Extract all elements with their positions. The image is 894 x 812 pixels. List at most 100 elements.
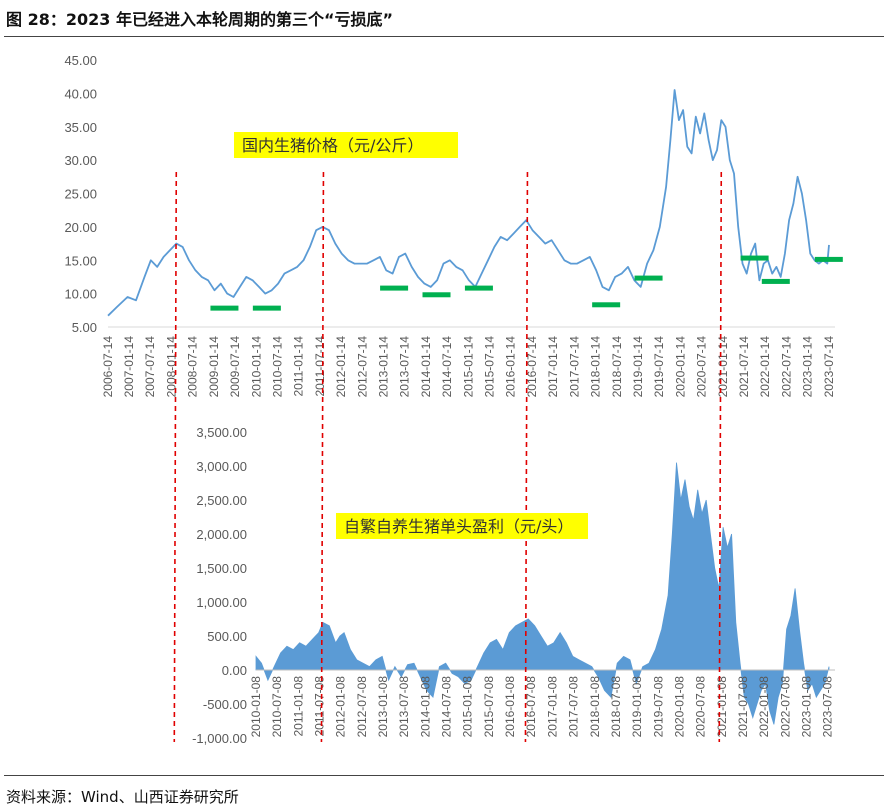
figure-title: 图 28：2023 年已经进入本轮周期的第三个“亏损底”: [6, 10, 393, 29]
price-low-marker: [464, 285, 493, 291]
price-xtick-label: 2023-01-14: [801, 336, 815, 398]
price-low-marker: [422, 292, 451, 298]
profit-xtick-label: 2022-07-08: [778, 676, 792, 738]
profit-xtick-label: 2013-07-08: [397, 676, 411, 738]
profit-ytick-label: -500.00: [203, 697, 247, 712]
price-xtick-label: 2012-07-14: [355, 336, 369, 398]
price-xtick-label: 2022-01-14: [758, 336, 772, 398]
profit-ytick-label: 2,000.00: [196, 527, 247, 542]
profit-xtick-label: 2023-01-08: [800, 676, 814, 738]
price-ytick-label: 35.00: [64, 120, 97, 135]
price-annotation: 国内生猪价格（元/公斤）: [242, 136, 423, 155]
price-annotation-box: [234, 132, 458, 158]
profit-xtick-label: 2014-07-08: [440, 676, 454, 738]
price-xtick-label: 2017-01-14: [546, 336, 560, 398]
price-xtick-label: 2006-07-14: [101, 336, 115, 398]
price-xtick-label: 2018-07-14: [610, 336, 624, 398]
price-xtick-label: 2021-01-14: [716, 336, 730, 398]
profit-xtick-label: 2020-01-08: [672, 676, 686, 738]
profit-xtick-label: 2019-01-08: [630, 676, 644, 738]
price-low-marker: [252, 305, 281, 311]
price-ytick-label: 45.00: [64, 53, 97, 68]
price-xtick-label: 2020-07-14: [695, 336, 709, 398]
profit-xtick-label: 2016-07-08: [524, 676, 538, 738]
profit-xtick-label: 2017-01-08: [545, 676, 559, 738]
profit-ytick-label: -1,000.00: [192, 731, 247, 746]
price-xtick-label: 2017-07-14: [567, 336, 581, 398]
profit-series-area: [255, 462, 830, 725]
price-xtick-label: 2018-01-14: [589, 336, 603, 398]
bottom-rule: [4, 775, 884, 776]
price-xtick-label: 2016-01-14: [504, 336, 518, 398]
price-xtick-label: 2015-01-14: [461, 336, 475, 398]
profit-ytick-label: 500.00: [207, 629, 247, 644]
price-xtick-label: 2019-01-14: [631, 336, 645, 398]
price-xtick-label: 2014-07-14: [440, 336, 454, 398]
profit-xtick-label: 2010-07-08: [270, 676, 284, 738]
price-ytick-label: 5.00: [72, 320, 97, 335]
profit-xtick-label: 2015-07-08: [482, 676, 496, 738]
profit-xtick-label: 2016-01-08: [503, 676, 517, 738]
price-xtick-label: 2011-01-14: [292, 336, 306, 397]
profit-annotation: 自繁自养生猪单头盈利（元/头）: [344, 517, 573, 536]
profit-ytick-label: 1,000.00: [196, 595, 247, 610]
profit-xtick-label: 2021-01-08: [715, 676, 729, 738]
profit-xtick-label: 2022-01-08: [757, 676, 771, 738]
profit-ytick-label: 1,500.00: [196, 561, 247, 576]
price-xtick-label: 2008-07-14: [186, 336, 200, 398]
profit-xtick-label: 2010-01-08: [249, 676, 263, 738]
price-xtick-label: 2019-07-14: [652, 336, 666, 398]
price-xtick-label: 2021-07-14: [737, 336, 751, 398]
profit-xtick-label: 2011-01-08: [291, 676, 305, 737]
price-xtick-label: 2022-07-14: [779, 336, 793, 398]
profit-annotation-box: [336, 513, 588, 539]
price-xtick-label: 2010-07-14: [270, 336, 284, 398]
figure-source: 资料来源：Wind、山西证券研究所: [6, 788, 239, 806]
price-xtick-label: 2023-07-14: [822, 336, 836, 398]
profit-ytick-label: 0.00: [222, 663, 247, 678]
profit-xtick-label: 2020-07-08: [694, 676, 708, 738]
profit-xtick-label: 2019-07-08: [651, 676, 665, 738]
profit-xtick-label: 2018-07-08: [609, 676, 623, 738]
price-series-line: [107, 89, 830, 317]
price-low-marker: [740, 255, 769, 261]
price-xtick-label: 2009-01-14: [207, 336, 221, 398]
profit-ytick-label: 3,500.00: [196, 425, 247, 440]
profit-xtick-label: 2021-07-08: [736, 676, 750, 738]
price-xtick-label: 2012-01-14: [334, 336, 348, 398]
price-ytick-label: 15.00: [64, 253, 97, 268]
profit-ytick-label: 2,500.00: [196, 493, 247, 508]
price-xtick-label: 2013-01-14: [376, 336, 390, 398]
price-xtick-label: 2016-07-14: [525, 336, 539, 398]
price-low-marker: [210, 305, 239, 311]
price-low-marker: [380, 285, 409, 291]
profit-xtick-label: 2014-01-08: [418, 676, 432, 738]
price-xtick-label: 2009-07-14: [228, 336, 242, 398]
price-ytick-label: 10.00: [64, 287, 97, 302]
price-low-marker: [761, 278, 790, 284]
price-xtick-label: 2013-07-14: [398, 336, 412, 398]
profit-xtick-label: 2018-01-08: [588, 676, 602, 738]
profit-xtick-label: 2023-07-08: [821, 676, 835, 738]
price-xtick-label: 2020-01-14: [673, 336, 687, 398]
price-xtick-label: 2015-07-14: [483, 336, 497, 398]
price-ytick-label: 25.00: [64, 187, 97, 202]
price-xtick-label: 2007-01-14: [122, 336, 136, 398]
profit-xtick-label: 2012-01-08: [334, 676, 348, 738]
price-low-marker: [814, 256, 843, 262]
profit-ytick-label: 3,000.00: [196, 459, 247, 474]
price-ytick-label: 30.00: [64, 153, 97, 168]
price-ytick-label: 20.00: [64, 220, 97, 235]
top-rule: [4, 36, 884, 37]
price-xtick-label: 2014-01-14: [419, 336, 433, 398]
cycle-divider-line: [173, 171, 178, 743]
price-xtick-label: 2010-01-14: [249, 336, 263, 398]
price-xtick-label: 2011-07-14: [313, 336, 327, 397]
profit-xtick-label: 2015-01-08: [461, 676, 475, 738]
price-xtick-label: 2007-07-14: [143, 336, 157, 398]
profit-xtick-label: 2013-01-08: [376, 676, 390, 738]
price-ytick-label: 40.00: [64, 86, 97, 101]
price-low-marker: [634, 275, 663, 281]
profit-xtick-label: 2017-07-08: [567, 676, 581, 738]
